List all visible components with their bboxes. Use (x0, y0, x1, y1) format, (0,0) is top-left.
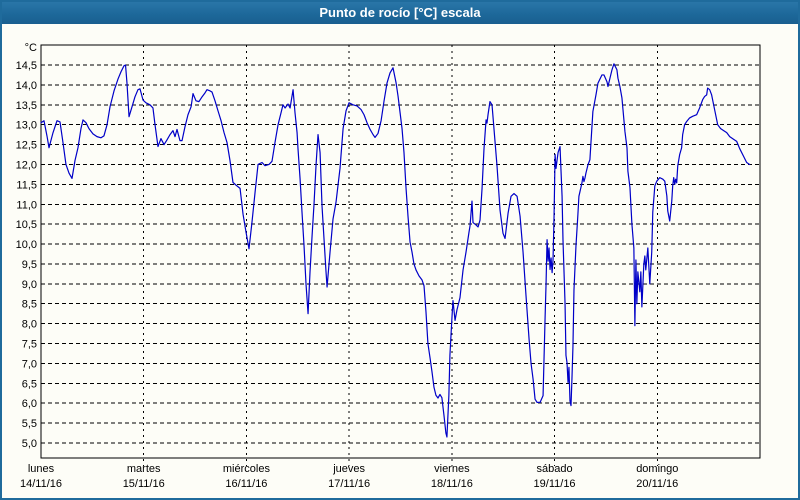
x-day-name: lunes (28, 463, 55, 475)
y-tick-label: 10,0 (16, 239, 37, 251)
y-axis-unit-label: °C (25, 42, 37, 54)
y-tick-label: 6,5 (22, 378, 37, 390)
y-tick-label: 9,5 (22, 259, 37, 271)
y-tick-label: 10,5 (16, 219, 37, 231)
x-day-name: domingo (636, 463, 678, 475)
x-day-date: 15/11/16 (123, 478, 165, 490)
y-tick-label: 7,0 (22, 358, 37, 370)
y-tick-label: 11,5 (16, 179, 37, 191)
y-tick-label: 8,5 (22, 299, 37, 311)
y-tick-label: 13,0 (16, 120, 37, 132)
y-tick-label: 14,0 (16, 80, 37, 92)
y-tick-label: 12,5 (16, 140, 37, 152)
x-day-name: sábado (537, 463, 573, 475)
dewpoint-series-line (40, 63, 751, 438)
x-axis-labels: lunes 14/11/16 martes 15/11/16 miércoles 16/1… (20, 463, 678, 490)
plot-frame (40, 44, 761, 459)
x-day-name: viernes (434, 463, 470, 475)
chart-content-area: °C 14,5 14,0 13,5 13,0 12,5 12,0 11,5 11,0 10,5 10… (2, 24, 798, 498)
x-day-date: 16/11/16 (225, 478, 267, 490)
x-day-date: 20/11/16 (636, 478, 678, 490)
x-day-name: miércoles (223, 463, 271, 475)
y-tick-label: 6,0 (22, 398, 37, 410)
x-day-date: 18/11/16 (431, 478, 473, 490)
vertical-gridlines (143, 45, 658, 466)
x-day-date: 14/11/16 (20, 478, 62, 490)
dewpoint-line-chart: °C 14,5 14,0 13,5 13,0 12,5 12,0 11,5 11,0 10,5 10… (16, 42, 761, 490)
window-title-bar[interactable]: Punto de rocío [°C] escala (2, 2, 798, 24)
y-tick-label: 8,0 (22, 319, 37, 331)
y-tick-label: 12,0 (16, 159, 37, 171)
y-tick-label: 9,0 (22, 279, 37, 291)
window-title: Punto de rocío [°C] escala (319, 5, 481, 20)
x-day-name: martes (127, 463, 161, 475)
y-tick-label: 5,0 (22, 438, 37, 450)
y-axis-labels: °C 14,5 14,0 13,5 13,0 12,5 12,0 11,5 11,0 10,5 10… (16, 42, 37, 450)
y-tick-label: 7,5 (22, 339, 37, 351)
y-tick-label: 11,0 (16, 199, 37, 211)
x-day-name: jueves (332, 463, 365, 475)
x-day-date: 19/11/16 (534, 478, 576, 490)
y-tick-label: 14,5 (16, 60, 37, 72)
y-tick-label: 5,5 (22, 418, 37, 430)
x-day-date: 17/11/16 (328, 478, 370, 490)
y-tick-label: 13,5 (16, 100, 37, 112)
